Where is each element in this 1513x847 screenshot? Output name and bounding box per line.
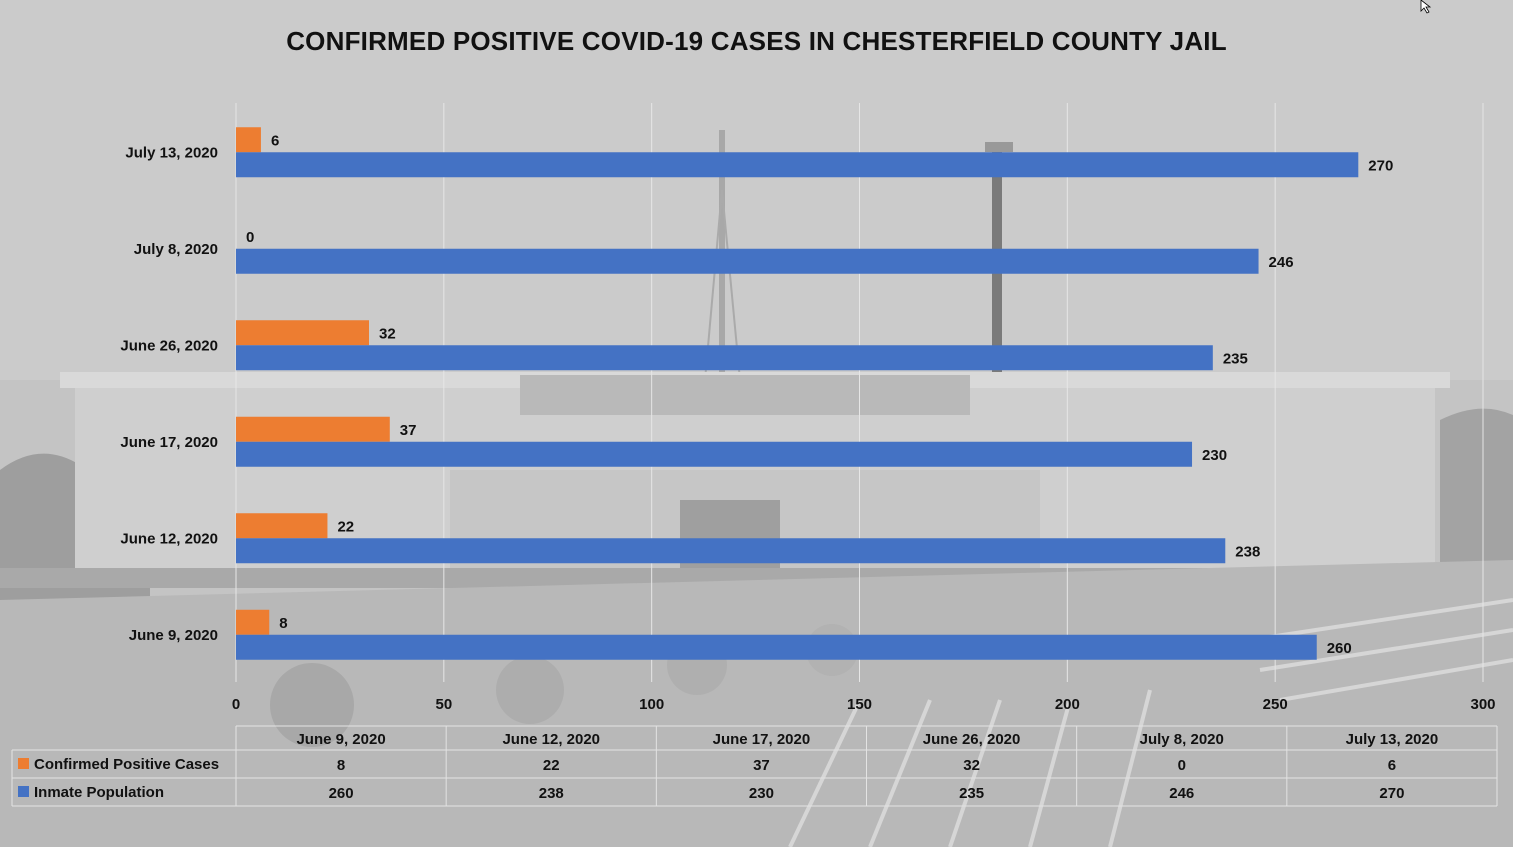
x-tick-label: 50: [435, 696, 452, 713]
legend-key-confirmed-cases: [18, 758, 29, 769]
bar-inmate-population: [236, 248, 1259, 274]
bar-confirmed-cases: [236, 416, 390, 442]
data-label-inmate-population: 260: [1327, 640, 1352, 657]
y-category-label: June 12, 2020: [120, 530, 218, 547]
y-category-label: July 8, 2020: [134, 241, 218, 258]
table-series-label-inmate-population: Inmate Population: [34, 784, 164, 801]
legend-key-inmate-population: [18, 786, 29, 797]
table-cell-inmate-population: 270: [1379, 785, 1404, 802]
table-cell-inmate-population: 230: [749, 785, 774, 802]
bar-confirmed-cases: [236, 320, 370, 346]
x-tick-label: 0: [232, 696, 240, 713]
table-header-cell: July 13, 2020: [1346, 731, 1439, 748]
table-header-cell: June 12, 2020: [502, 731, 600, 748]
x-tick-label: 300: [1470, 696, 1495, 713]
table-cell-inmate-population: 260: [329, 785, 354, 802]
bar-confirmed-cases: [236, 513, 328, 539]
data-label-confirmed-cases: 32: [379, 325, 396, 342]
y-category-label: June 17, 2020: [120, 434, 218, 451]
bar-inmate-population: [236, 441, 1193, 467]
x-tick-label: 200: [1055, 696, 1080, 713]
x-tick-label: 100: [639, 696, 664, 713]
y-category-label: June 26, 2020: [120, 337, 218, 354]
table-cell-confirmed-cases: 6: [1388, 757, 1396, 774]
table-header-cell: June 26, 2020: [923, 731, 1021, 748]
bar-confirmed-cases: [236, 127, 261, 153]
mouse-cursor-icon: [1420, 0, 1432, 14]
table-cell-confirmed-cases: 22: [543, 757, 560, 774]
data-label-inmate-population: 270: [1368, 157, 1393, 174]
data-label-confirmed-cases: 22: [337, 518, 354, 535]
table-header-cell: June 9, 2020: [296, 731, 385, 748]
data-label-confirmed-cases: 8: [279, 615, 287, 632]
table-header-cell: July 8, 2020: [1140, 731, 1224, 748]
table-cell-confirmed-cases: 0: [1178, 757, 1186, 774]
bar-confirmed-cases: [236, 609, 270, 635]
bar-inmate-population: [236, 634, 1317, 660]
data-label-inmate-population: 246: [1269, 254, 1294, 271]
table-cell-inmate-population: 235: [959, 785, 984, 802]
data-label-confirmed-cases: 0: [246, 229, 254, 246]
table-cell-inmate-population: 246: [1169, 785, 1194, 802]
data-label-inmate-population: 230: [1202, 447, 1227, 464]
table-cell-confirmed-cases: 8: [337, 757, 345, 774]
x-tick-label: 150: [847, 696, 872, 713]
table-cell-confirmed-cases: 37: [753, 757, 770, 774]
x-tick-label: 250: [1263, 696, 1288, 713]
table-header-cell: June 17, 2020: [713, 731, 811, 748]
y-category-label: June 9, 2020: [129, 627, 218, 644]
bar-inmate-population: [236, 538, 1226, 564]
table-series-label-confirmed-cases: Confirmed Positive Cases: [34, 756, 219, 773]
data-label-confirmed-cases: 6: [271, 132, 279, 149]
data-label-confirmed-cases: 37: [400, 422, 417, 439]
bar-inmate-population: [236, 152, 1359, 178]
bar-inmate-population: [236, 345, 1213, 371]
data-label-inmate-population: 235: [1223, 350, 1248, 367]
table-cell-confirmed-cases: 32: [963, 757, 980, 774]
data-label-inmate-population: 238: [1235, 543, 1260, 560]
y-category-label: July 13, 2020: [125, 144, 218, 161]
table-cell-inmate-population: 238: [539, 785, 564, 802]
chart-title: CONFIRMED POSITIVE COVID-19 CASES IN CHE…: [286, 26, 1227, 56]
